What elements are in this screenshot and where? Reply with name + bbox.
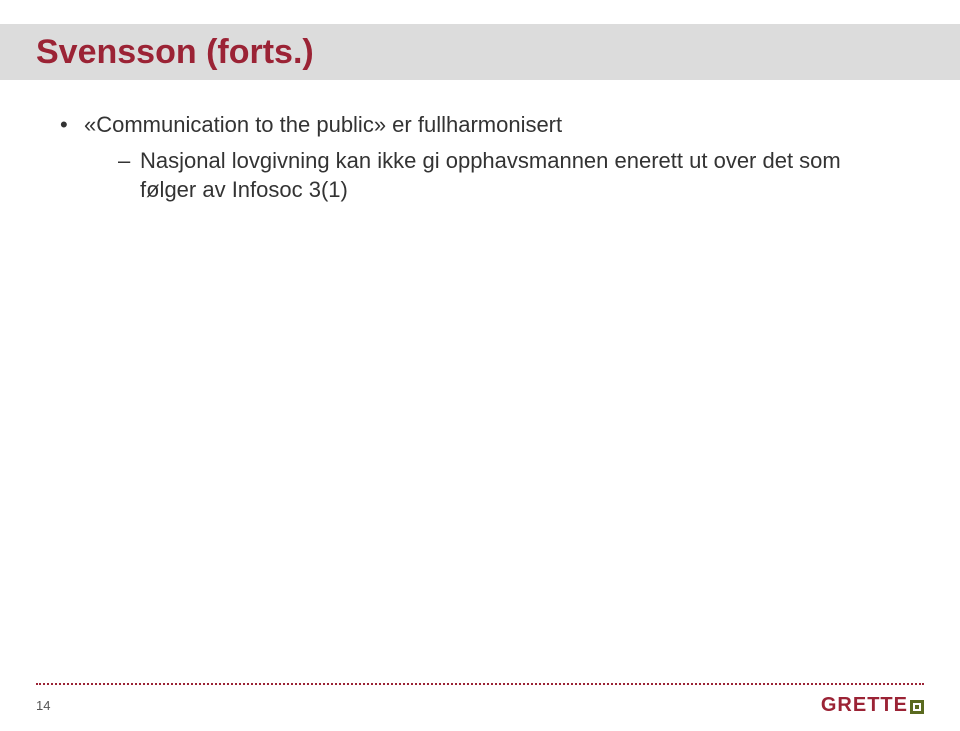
slide-title: Svensson (forts.) [36, 33, 314, 72]
brand-logo: GRETTE [821, 694, 924, 717]
bullet-level-2: Nasjonal lovgivning kan ikke gi opphavsm… [84, 146, 900, 205]
logo-text: GRETTE [821, 694, 908, 717]
page-number: 14 [36, 698, 50, 713]
footer-divider [36, 683, 924, 685]
bullet-level-1: «Communication to the public» er fullhar… [60, 110, 900, 205]
bullet-text: «Communication to the public» er fullhar… [84, 112, 562, 137]
title-bar: Svensson (forts.) [0, 24, 960, 80]
bullet-text: Nasjonal lovgivning kan ikke gi opphavsm… [140, 148, 841, 203]
logo-square-icon [910, 700, 924, 714]
slide-content: «Communication to the public» er fullhar… [60, 110, 900, 213]
slide: Svensson (forts.) «Communication to the … [0, 0, 960, 731]
